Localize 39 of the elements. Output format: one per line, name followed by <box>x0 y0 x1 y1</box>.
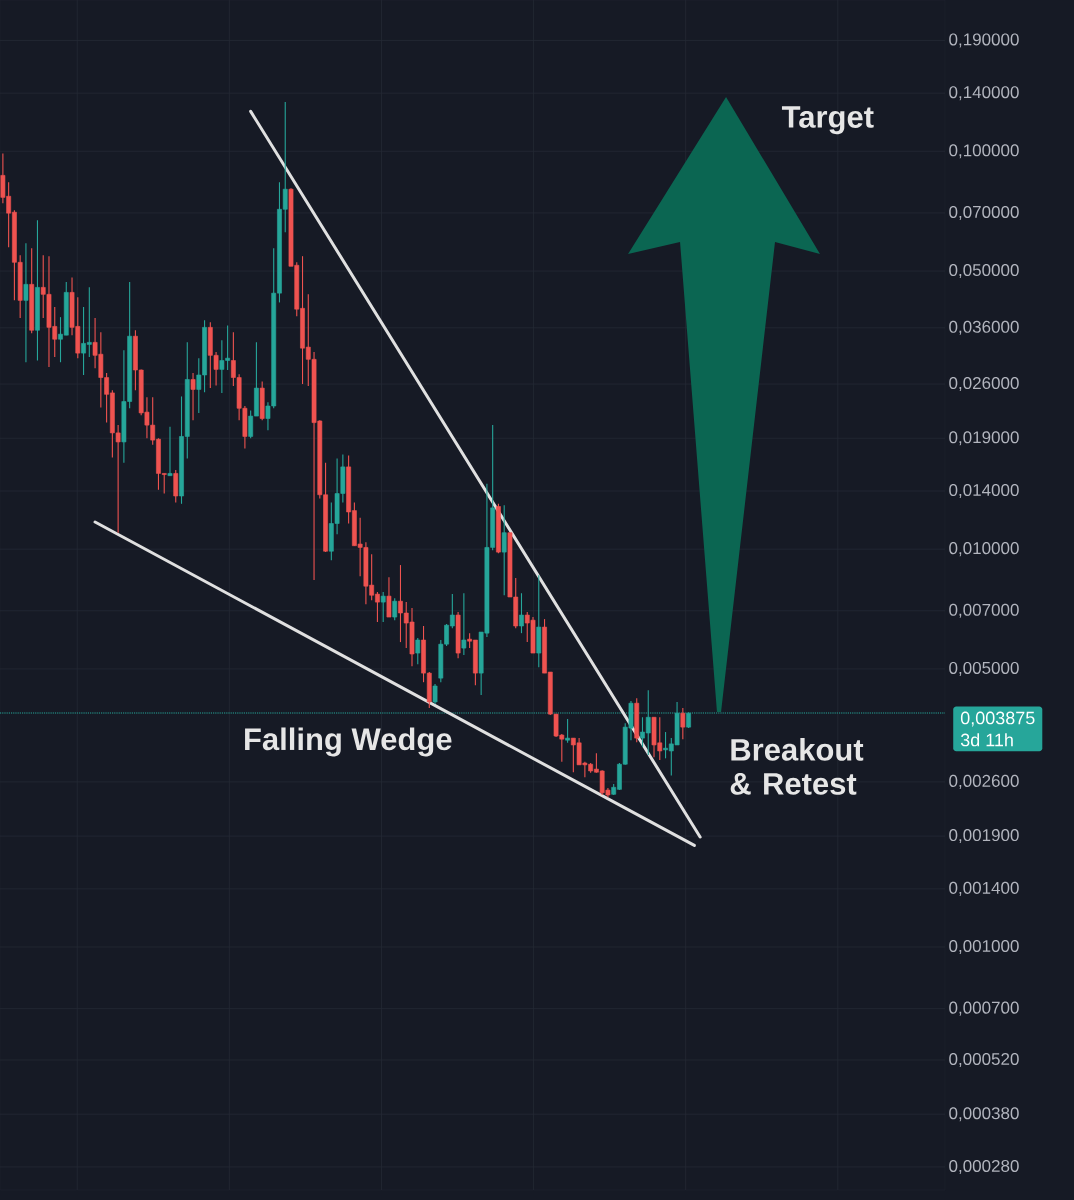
candlestick <box>680 707 686 740</box>
y-tick-label: 0,000520 <box>949 1052 1019 1067</box>
y-tick-label: 0,001400 <box>949 881 1019 896</box>
candlestick <box>392 597 398 621</box>
y-tick-label: 0,001900 <box>949 829 1019 844</box>
candlestick <box>461 592 467 656</box>
candlestick <box>380 591 386 623</box>
candlestick <box>167 426 173 477</box>
candlestick <box>23 242 29 363</box>
candlestick <box>386 576 392 618</box>
y-tick-label: 0,007000 <box>949 603 1019 618</box>
y-tick-label: 0,014000 <box>949 483 1019 499</box>
ref-line-label: 0,003875 <box>960 711 1035 727</box>
y-tick-label: 0,019000 <box>949 431 1019 446</box>
y-tick-label: 0,005000 <box>949 661 1019 676</box>
y-tick-label: 0,070000 <box>949 205 1019 220</box>
y-tick-label: 0,140000 <box>949 86 1019 101</box>
annotation: Breakout & Retest <box>730 737 864 795</box>
y-tick-label: 0,100000 <box>949 144 1019 159</box>
y-tick-label: 0,001000 <box>949 939 1019 955</box>
text: 3d 11h <box>960 733 1013 747</box>
annotation: Falling Wedge <box>245 727 452 757</box>
candlestick <box>190 372 196 421</box>
candlestick <box>432 683 438 705</box>
candlestick <box>415 637 421 665</box>
candlestick <box>519 592 524 634</box>
y-tick-label: 0,000380 <box>949 1107 1019 1122</box>
candlestick <box>565 718 570 744</box>
y-tick-label: 0,010000 <box>949 542 1019 557</box>
y-tick-label: 0,002600 <box>949 774 1019 789</box>
y-tick-label: 0,050000 <box>949 264 1019 279</box>
candlestick <box>501 504 507 596</box>
y-tick-label: 0,190000 <box>949 33 1019 48</box>
y-tick-label: 0,000700 <box>949 1001 1019 1016</box>
y-tick-label: 0,036000 <box>949 320 1019 335</box>
y-tick-label: 0,000280 <box>949 1159 1019 1174</box>
annotation: Target <box>781 106 874 135</box>
y-tick-label: 0,026000 <box>949 377 1019 392</box>
candlestick <box>173 469 179 504</box>
